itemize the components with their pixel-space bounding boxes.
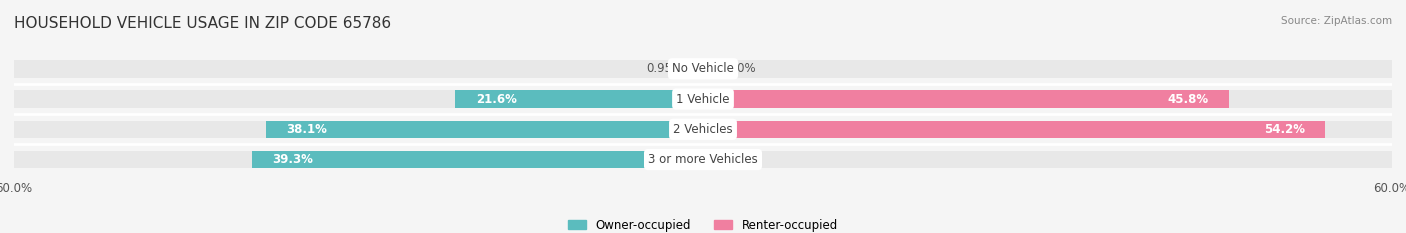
Bar [14, 120, 703, 138]
Bar [703, 120, 1392, 138]
Text: 38.1%: 38.1% [287, 123, 328, 136]
Text: No Vehicle: No Vehicle [672, 62, 734, 75]
Text: 3 or more Vehicles: 3 or more Vehicles [648, 153, 758, 166]
Text: HOUSEHOLD VEHICLE USAGE IN ZIP CODE 65786: HOUSEHOLD VEHICLE USAGE IN ZIP CODE 6578… [14, 16, 391, 31]
Bar [703, 90, 1392, 108]
Text: 1 Vehicle: 1 Vehicle [676, 93, 730, 106]
Bar [14, 90, 703, 108]
Bar [703, 120, 1326, 138]
Text: 0.95%: 0.95% [645, 62, 683, 75]
Bar [456, 90, 703, 108]
Text: 54.2%: 54.2% [1264, 123, 1305, 136]
Bar [14, 151, 703, 168]
Text: 0.0%: 0.0% [725, 62, 755, 75]
Bar [703, 60, 1392, 78]
Legend: Owner-occupied, Renter-occupied: Owner-occupied, Renter-occupied [564, 214, 842, 233]
Text: 45.8%: 45.8% [1167, 93, 1208, 106]
Text: 0.0%: 0.0% [725, 153, 755, 166]
Bar [703, 151, 1392, 168]
Bar [266, 120, 703, 138]
Text: 2 Vehicles: 2 Vehicles [673, 123, 733, 136]
Text: Source: ZipAtlas.com: Source: ZipAtlas.com [1281, 16, 1392, 26]
Bar [14, 60, 703, 78]
Bar [692, 60, 703, 78]
Text: 21.6%: 21.6% [475, 93, 516, 106]
Bar [252, 151, 703, 168]
Bar [703, 90, 1229, 108]
Text: 39.3%: 39.3% [273, 153, 314, 166]
